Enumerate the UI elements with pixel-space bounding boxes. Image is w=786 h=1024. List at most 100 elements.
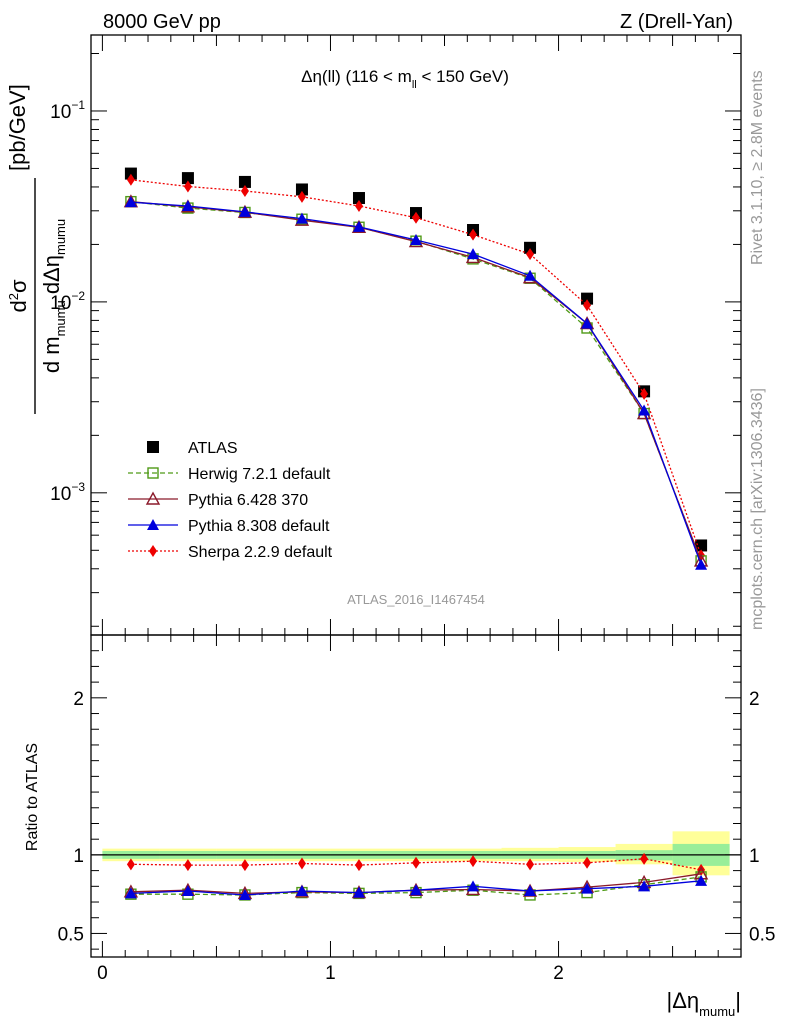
legend-label-atlas: ATLAS <box>188 440 238 457</box>
series-pythia-6-428-370 <box>123 194 709 567</box>
data-point-atlas <box>581 292 594 305</box>
legend-item-atlas: ATLAS <box>147 440 238 457</box>
series-pythia-8-308-default <box>124 196 708 570</box>
data-point-pythia-8-308-default <box>352 220 365 232</box>
data-point-pythia-8-308-default <box>410 233 422 245</box>
series-sherpa-2-2-9-default <box>126 173 706 562</box>
data-point-sherpa-2-2-9-default <box>183 180 192 193</box>
legend-marker-sherpa-2-2-9-default <box>149 545 157 557</box>
ratio-point-sherpa-2-2-9-default <box>469 855 478 868</box>
ratio-plot-panel: 0.5 0.5 1 1 2 2 0 1 2 Ratio to ATLAS |Δηmumu| <box>24 634 775 1019</box>
legend-item-herwig-7-2-1-default: Herwig 7.2.1 default <box>128 466 331 483</box>
legend-label-sherpa-2-2-9-default: Sherpa 2.2.9 default <box>188 544 333 561</box>
data-point-sherpa-2-2-9-default <box>412 211 420 224</box>
ratio-point-pythia-8-308-default <box>124 887 137 899</box>
legend-marker-atlas <box>147 441 159 453</box>
data-point-sherpa-2-2-9-default <box>640 387 649 400</box>
data-point-pythia-8-308-default <box>238 205 251 217</box>
ratio-point-sherpa-2-2-9-default <box>354 859 363 872</box>
ratio-point-sherpa-2-2-9-default <box>297 857 306 870</box>
data-point-pythia-8-308-default <box>124 196 137 208</box>
ratio-point-pythia-8-308-default <box>410 884 422 896</box>
y-label-unit: [pb/GeV] <box>5 84 30 171</box>
x-tick-label: 0 <box>97 963 108 984</box>
ratio-y-tick-label: 1 <box>73 846 84 867</box>
data-point-pythia-8-308-default <box>581 317 594 329</box>
ratio-y-tick-label: 0.5 <box>58 924 84 945</box>
ratio-point-pythia-8-308-default <box>295 885 308 897</box>
ratio-point-sherpa-2-2-9-default <box>583 856 592 869</box>
ratio-point-sherpa-2-2-9-default <box>126 858 135 871</box>
legend-marker-pythia-6-428-370 <box>145 491 161 505</box>
data-point-atlas <box>124 167 137 180</box>
main-plot-marks <box>123 167 709 570</box>
plot-title: Δη(ll) (116 < mll < 150 GeV) <box>301 67 509 91</box>
ratio-y-tick-label-right: 2 <box>749 689 760 710</box>
data-point-sherpa-2-2-9-default <box>126 173 135 186</box>
legend: ATLAS Herwig 7.2.1 default Pythia 6.428 37… <box>128 440 333 561</box>
ratio-y-tick-label: 2 <box>73 689 84 710</box>
data-point-pythia-8-308-default <box>295 212 308 224</box>
ratio-point-sherpa-2-2-9-default <box>526 858 535 871</box>
data-point-sherpa-2-2-9-default <box>297 190 306 203</box>
y-label-numerator: d2σ <box>6 279 31 312</box>
series-herwig-7-2-1-default <box>125 195 707 567</box>
ratio-point-sherpa-2-2-9-default <box>640 852 649 865</box>
data-point-atlas <box>524 241 537 254</box>
data-point-atlas <box>295 183 308 196</box>
ratio-point-sherpa-2-2-9-default <box>412 856 420 869</box>
data-point-sherpa-2-2-9-default <box>469 228 478 241</box>
y-tick-label: 10−3 <box>50 480 85 505</box>
ratio-point-sherpa-2-2-9-default <box>240 859 249 872</box>
data-point-atlas <box>181 172 194 185</box>
ratio-point-pythia-8-308-default <box>581 882 594 894</box>
ratio-point-pythia-8-308-default <box>638 880 651 892</box>
legend-item-pythia-8-308-default: Pythia 8.308 default <box>128 518 330 535</box>
rivet-version-label: Rivet 3.1.10, ≥ 2.8M events <box>749 70 766 265</box>
ratio-y-axis-label: Ratio to ATLAS <box>24 743 41 851</box>
y-tick-label: 10−1 <box>50 98 85 123</box>
x-axis-label: |Δηmumu| <box>667 988 742 1019</box>
mcplots-label: mcplots.cern.ch [arXiv:1306.3436] <box>749 388 766 630</box>
legend-marker-herwig-7-2-1-default <box>147 467 159 479</box>
ratio-plot-frame <box>90 634 742 958</box>
ratio-line-herwig-7-2-1-default <box>130 876 702 896</box>
series-line-pythia-8-308-default <box>130 201 702 565</box>
main-y-axis-label: d2σ d mmumu dΔηmumu [pb/GeV] <box>5 84 68 414</box>
ratio-y-tick-label-right: 1 <box>749 846 760 867</box>
legend-marker-pythia-8-308-default <box>147 519 159 530</box>
main-axis-ticks: 10−1 10−2 10−3 <box>50 35 741 635</box>
main-plot-panel: 10−1 10−2 10−3 Δη(ll) (116 < mll < 150 GeV… <box>5 34 742 636</box>
legend-label-pythia-6-428-370: Pythia 6.428 370 <box>188 492 308 509</box>
ratio-point-pythia-8-308-default <box>181 885 194 897</box>
data-point-atlas <box>238 175 251 188</box>
data-point-sherpa-2-2-9-default <box>583 299 592 312</box>
ratio-axis-ticks: 0.5 0.5 1 1 2 2 0 1 2 <box>58 635 775 984</box>
ratio-point-sherpa-2-2-9-default <box>183 859 192 872</box>
ratio-point-pythia-8-308-default <box>352 886 365 898</box>
ratio-point-pythia-8-308-default <box>524 885 537 897</box>
legend-item-pythia-6-428-370: Pythia 6.428 370 <box>128 491 308 509</box>
legend-label-herwig-7-2-1-default: Herwig 7.2.1 default <box>188 466 331 483</box>
legend-item-sherpa-2-2-9-default: Sherpa 2.2.9 default <box>128 544 333 561</box>
ratio-plot-marks <box>123 852 709 901</box>
analysis-id-label: ATLAS_2016_I1467454 <box>347 592 485 607</box>
ratio-point-pythia-8-308-default <box>238 888 251 900</box>
data-point-pythia-8-308-default <box>695 558 708 570</box>
x-tick-label: 1 <box>325 963 336 984</box>
y-tick-label: 10−2 <box>50 289 85 314</box>
data-point-sherpa-2-2-9-default <box>526 248 535 261</box>
legend-label-pythia-8-308-default: Pythia 8.308 default <box>188 518 330 535</box>
y-label-denominator: d mmumu dΔηmumu <box>39 219 68 373</box>
data-point-pythia-8-308-default <box>467 248 480 260</box>
data-point-pythia-8-308-default <box>524 269 537 281</box>
data-point-pythia-8-308-default <box>181 199 194 211</box>
header-right: Z (Drell-Yan) <box>620 11 733 33</box>
data-point-sherpa-2-2-9-default <box>354 199 363 212</box>
data-point-atlas <box>352 192 365 205</box>
data-point-pythia-8-308-default <box>638 404 651 416</box>
ratio-point-pythia-8-308-default <box>467 880 480 892</box>
header-left: 8000 GeV pp <box>103 11 221 33</box>
ratio-series-pythia-8-308-default <box>124 874 708 900</box>
